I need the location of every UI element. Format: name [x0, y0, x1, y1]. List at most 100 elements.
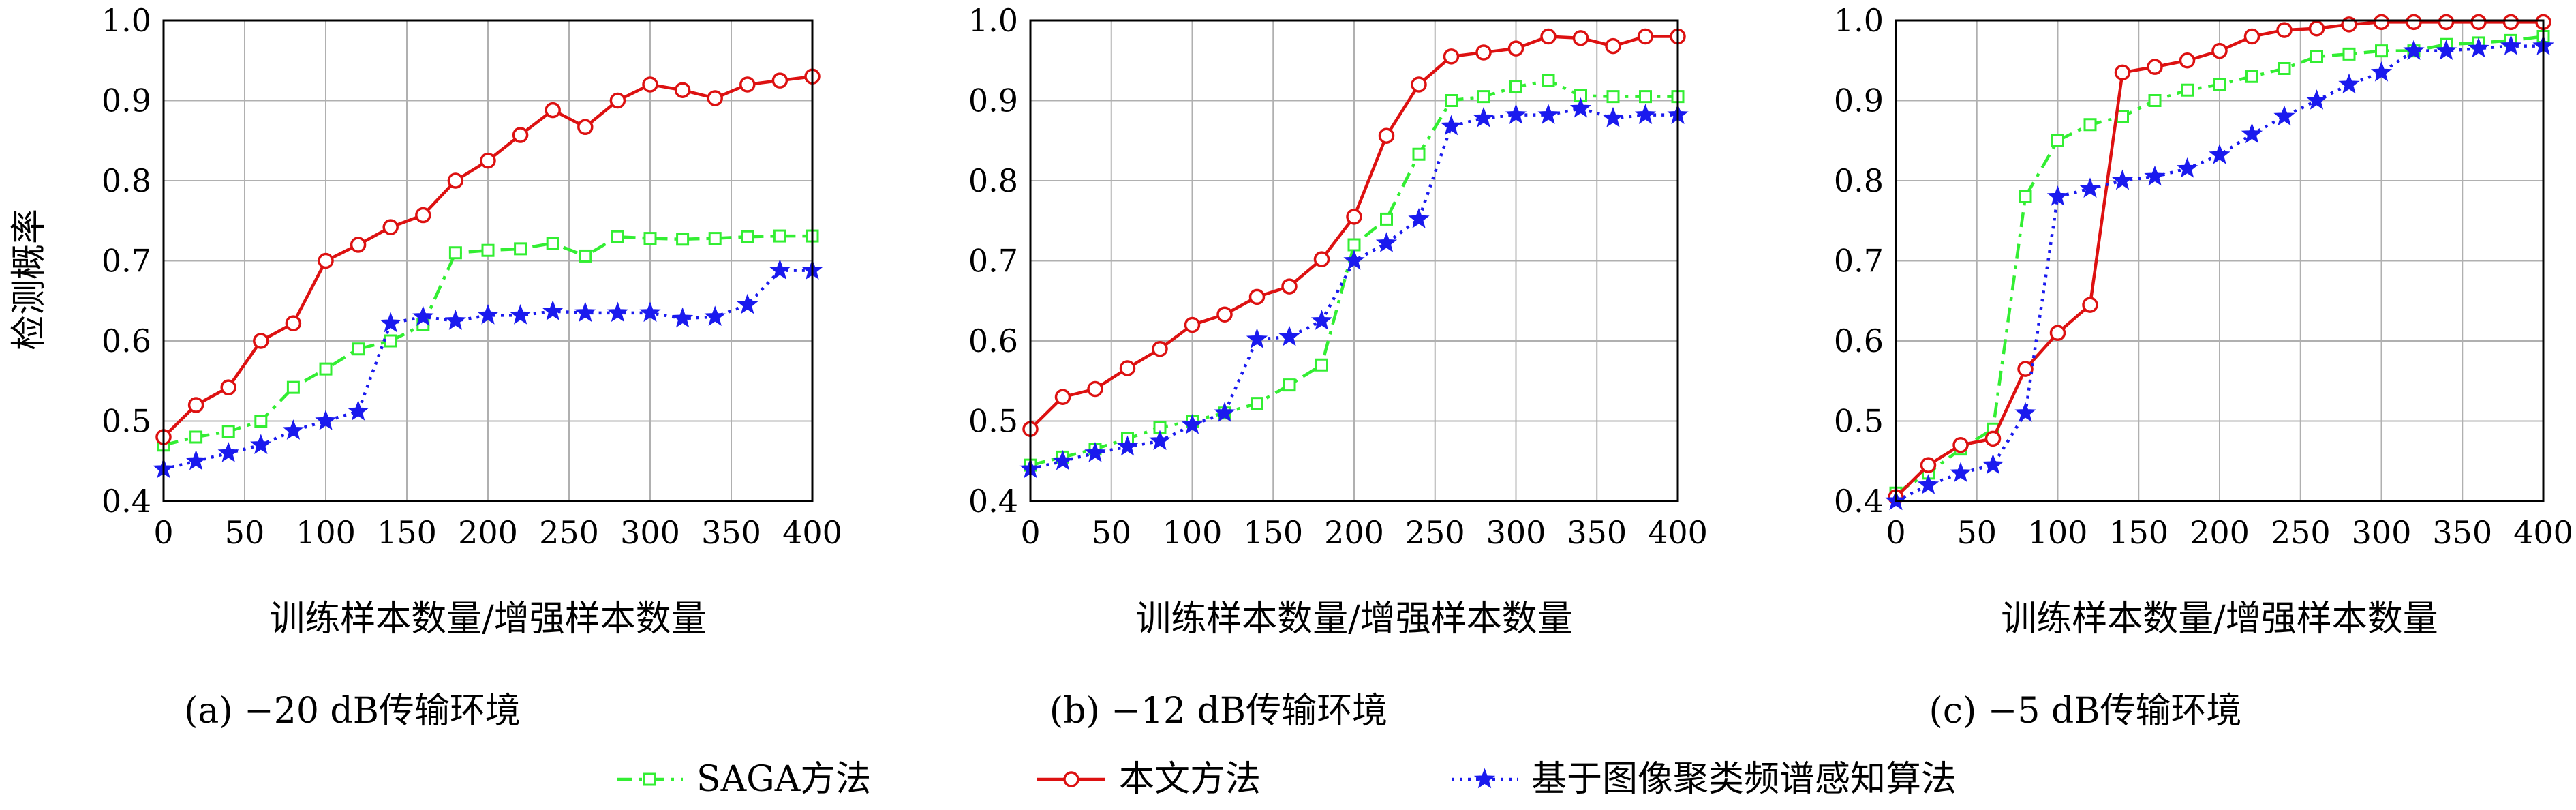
data-point — [480, 152, 496, 169]
data-point — [282, 419, 305, 440]
data-point — [185, 449, 207, 470]
x-tick-label: 400 — [782, 514, 842, 551]
data-point — [577, 119, 594, 136]
series-2 — [1888, 14, 2551, 505]
y-tick-label: 0.4 — [968, 483, 1018, 520]
y-tick-label: 0.8 — [1834, 162, 1884, 199]
y-tick-label: 0.5 — [968, 403, 1018, 440]
data-point — [285, 315, 302, 331]
legend-marker — [643, 772, 656, 786]
data-point — [448, 246, 462, 260]
data-point — [1149, 430, 1171, 451]
data-point — [382, 219, 399, 235]
y-axis-label: 检测概率 — [9, 209, 50, 350]
data-point — [2211, 42, 2228, 59]
data-point — [1214, 402, 1236, 423]
x-axis-label: 训练样本数量/增强样本数量 — [1135, 599, 1573, 640]
data-point — [189, 430, 203, 444]
x-tick-label: 100 — [1163, 514, 1223, 551]
data-point — [2241, 123, 2263, 144]
data-point — [2305, 89, 2328, 110]
panel-caption: (c) −5 dB传输环境 — [1929, 691, 2242, 732]
x-tick-label: 100 — [2028, 514, 2088, 551]
x-tick-label: 200 — [2190, 514, 2250, 551]
grid — [163, 20, 813, 502]
panel-caption: (b) −12 dB传输环境 — [1049, 691, 1387, 732]
legend-label: 基于图像聚类频谱感知算法 — [1531, 759, 1957, 800]
data-point — [1119, 360, 1136, 376]
y-tick-label: 0.7 — [968, 243, 1018, 280]
x-tick-label: 300 — [2352, 514, 2412, 551]
data-point — [481, 243, 495, 257]
data-point — [254, 415, 268, 427]
data-point — [704, 305, 726, 327]
series-2 — [1022, 28, 1686, 437]
panel-caption: (a) −20 dB传输环境 — [184, 691, 521, 732]
legend: SAGA方法 本文方法 基于图像聚类频谱感知算法 — [617, 759, 1957, 800]
y-tick-label: 0.7 — [1834, 243, 1884, 280]
data-point — [347, 400, 369, 421]
y-tick-label: 0.6 — [968, 322, 1018, 359]
x-tick-label: 400 — [2513, 514, 2573, 551]
data-point — [2116, 110, 2129, 123]
data-point — [1952, 437, 1969, 453]
data-point — [384, 334, 397, 348]
data-point — [737, 293, 758, 314]
data-point — [2342, 47, 2356, 61]
x-axis-label: 训练样本数量/增强样本数量 — [2001, 599, 2438, 640]
data-point — [1378, 127, 1395, 144]
data-point — [2082, 297, 2098, 313]
y-tick-label: 0.6 — [102, 322, 151, 359]
data-point — [1507, 40, 1524, 57]
x-tick-label: 250 — [2271, 514, 2331, 551]
data-point — [1440, 115, 1462, 136]
data-point — [412, 305, 434, 327]
chart-panel-1: 0 50 100 150 200 250 300 350 400 0.4 0.5 0.6 0.7 0.8 0… — [102, 2, 842, 732]
data-point — [1313, 251, 1330, 267]
data-point — [2049, 325, 2066, 341]
data-point — [2148, 94, 2162, 107]
data-point — [2114, 64, 2131, 81]
data-point — [1251, 397, 1263, 410]
legend-entry-2: 本文方法 — [1037, 759, 1261, 800]
series-3 — [1885, 35, 2554, 511]
x-tick-label: 100 — [296, 514, 356, 551]
data-point — [2019, 190, 2032, 203]
data-point — [574, 301, 596, 322]
x-tick-label: 0 — [1020, 514, 1040, 551]
x-tick-label: 0 — [1886, 514, 1905, 551]
y-tick-label: 0.5 — [1834, 403, 1884, 440]
data-point — [2373, 14, 2390, 31]
data-point — [2273, 105, 2295, 126]
data-point — [739, 76, 756, 93]
data-point — [315, 410, 337, 430]
x-tick-label: 150 — [1243, 514, 1303, 551]
y-tick-label: 0.4 — [102, 483, 151, 520]
data-point — [217, 442, 239, 462]
data-point — [2310, 50, 2323, 63]
data-point — [1216, 306, 1233, 322]
data-point — [253, 333, 269, 349]
data-point — [380, 312, 401, 333]
data-point — [2468, 37, 2489, 58]
series-3 — [1019, 97, 1689, 479]
data-point — [2111, 169, 2134, 190]
chart-panel-3: 0 50 100 150 200 250 300 350 400 0.4 0.5 0.6 0.7 0.8 0… — [1834, 2, 2573, 732]
data-point — [2083, 118, 2097, 132]
legend-marker — [1473, 768, 1496, 789]
data-point — [611, 230, 624, 243]
legend-entry-3: 基于图像聚类频谱感知算法 — [1452, 759, 1957, 800]
y-tick-label: 0.9 — [968, 82, 1018, 119]
data-point — [1509, 80, 1522, 94]
plot-frame — [1029, 19, 1679, 502]
data-point — [1315, 358, 1328, 372]
data-point — [1477, 90, 1490, 104]
data-point — [773, 229, 786, 243]
y-tick-label: 0.5 — [102, 403, 151, 440]
data-point — [609, 92, 626, 109]
x-tick-label: 350 — [2432, 514, 2492, 551]
x-tick-label: 0 — [153, 514, 173, 551]
data-point — [1283, 378, 1296, 392]
data-point — [1572, 30, 1589, 46]
chart-panel-2: 0 50 100 150 200 250 300 350 400 0.4 0.5 0.6 0.7 0.8 0… — [968, 2, 1708, 732]
